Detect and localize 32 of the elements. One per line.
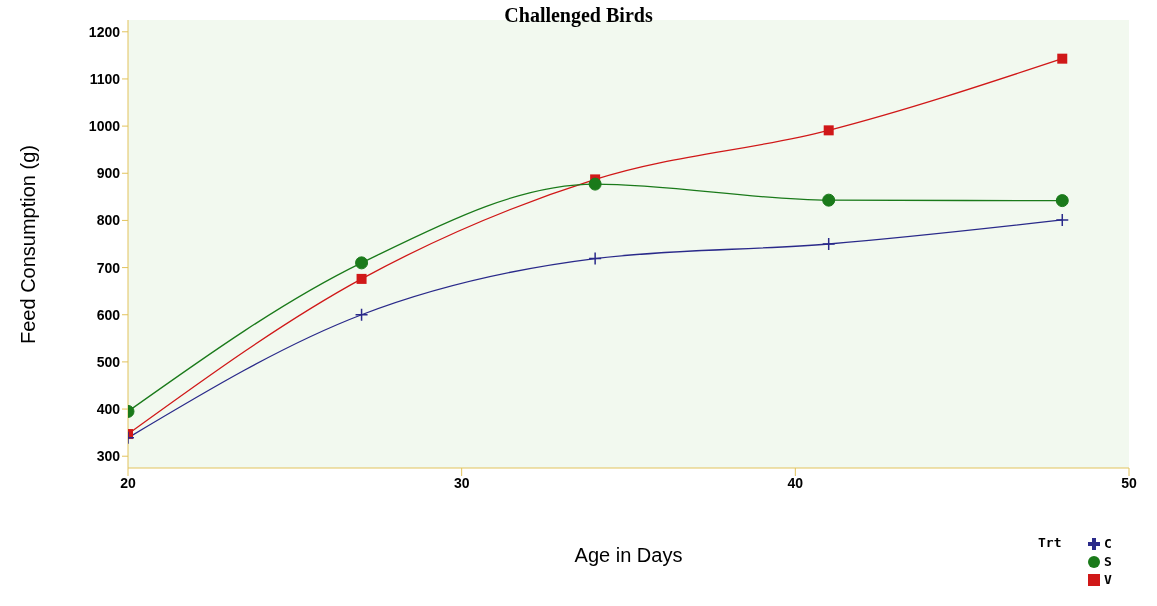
point	[588, 177, 602, 191]
chart-title: Challenged Birds	[504, 4, 653, 26]
point	[1055, 194, 1069, 208]
y-axis-title: Feed Consumption (g)	[17, 145, 40, 344]
point	[822, 193, 836, 207]
y-tick-label: 600	[96, 306, 121, 323]
y-tick-label: 500	[96, 353, 121, 370]
point	[354, 307, 369, 322]
x-tick-label: 30	[453, 474, 470, 491]
point	[823, 125, 834, 136]
x-tick-label: 50	[1121, 474, 1137, 491]
legend-label: C	[1104, 536, 1112, 551]
point	[1055, 213, 1070, 227]
point	[821, 237, 836, 251]
y-tick-label: 400	[96, 401, 121, 418]
point	[355, 256, 369, 270]
legend-label: S	[1104, 554, 1112, 569]
y-tick-label: 800	[96, 212, 121, 229]
y-tick-label: 300	[96, 448, 121, 465]
legend-title: Trt	[1038, 535, 1062, 550]
y-tick-label: 1200	[88, 23, 121, 40]
x-axis-title: Age in Days	[574, 544, 683, 567]
y-tick-label: 700	[96, 259, 121, 276]
x-tick-label: 20	[120, 474, 136, 491]
y-tick-label: 900	[96, 165, 121, 182]
x-tick-label: 40	[787, 474, 804, 491]
y-tick-label: 1100	[89, 70, 121, 87]
y-tick-label: 1000	[88, 118, 121, 135]
legend-label: V	[1104, 572, 1112, 587]
point	[1057, 53, 1068, 64]
point	[588, 251, 602, 266]
point	[356, 273, 367, 284]
